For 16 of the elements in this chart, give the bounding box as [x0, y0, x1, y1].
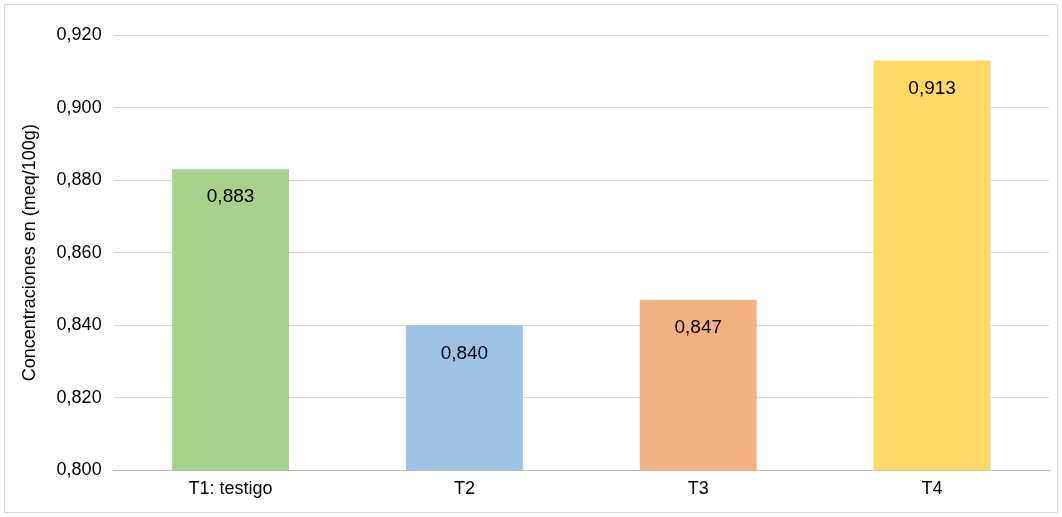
y-tick-label: 0,860 — [56, 241, 102, 262]
data-label: 0,883 — [206, 185, 255, 207]
x-tick-label: T2 — [453, 478, 475, 499]
x-tick-label: T1: testigo — [188, 478, 273, 499]
data-label: 0,847 — [674, 316, 723, 338]
y-tick-label: 0,920 — [56, 23, 102, 44]
y-axis-title: Concentraciones en (meq/100g) — [18, 124, 39, 382]
y-tick-label: 0,900 — [56, 96, 102, 117]
data-label: 0,913 — [908, 76, 956, 98]
y-tick-label: 0,880 — [56, 169, 102, 190]
x-tick-label: T3 — [687, 478, 709, 499]
y-tick-label: 0,800 — [56, 459, 102, 480]
x-tick-label: T4 — [921, 478, 943, 499]
y-tick-label: 0,820 — [56, 386, 102, 407]
data-label: 0,840 — [440, 341, 489, 363]
y-tick-label: 0,840 — [56, 314, 102, 335]
